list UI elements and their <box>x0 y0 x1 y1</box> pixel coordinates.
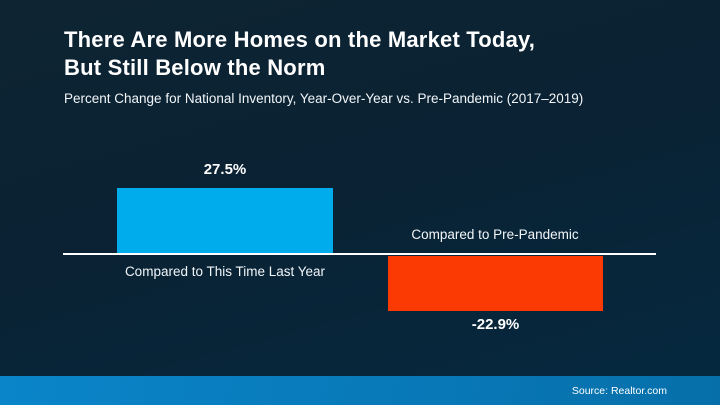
category-label-pre-pandemic: Compared to Pre-Pandemic <box>411 227 579 242</box>
bar-positive <box>117 188 333 254</box>
bar-negative <box>388 256 603 311</box>
chart-subtitle: Percent Change for National Inventory, Y… <box>64 91 584 106</box>
title-line-2: But Still Below the Norm <box>64 55 326 80</box>
page-title: There Are More Homes on the Market Today… <box>64 26 664 82</box>
bar-value-label-positive: 27.5% <box>203 161 247 178</box>
category-label-last-year: Compared to This Time Last Year <box>124 264 326 279</box>
chart-header: There Are More Homes on the Market Today… <box>64 26 664 106</box>
source-credit: Source: Realtor.com <box>571 384 667 397</box>
axis-baseline <box>63 253 656 255</box>
bar-value-label-negative: -22.9% <box>471 316 520 333</box>
footer-bar: Source: Realtor.com <box>0 376 720 405</box>
title-line-1: There Are More Homes on the Market Today… <box>64 27 536 52</box>
